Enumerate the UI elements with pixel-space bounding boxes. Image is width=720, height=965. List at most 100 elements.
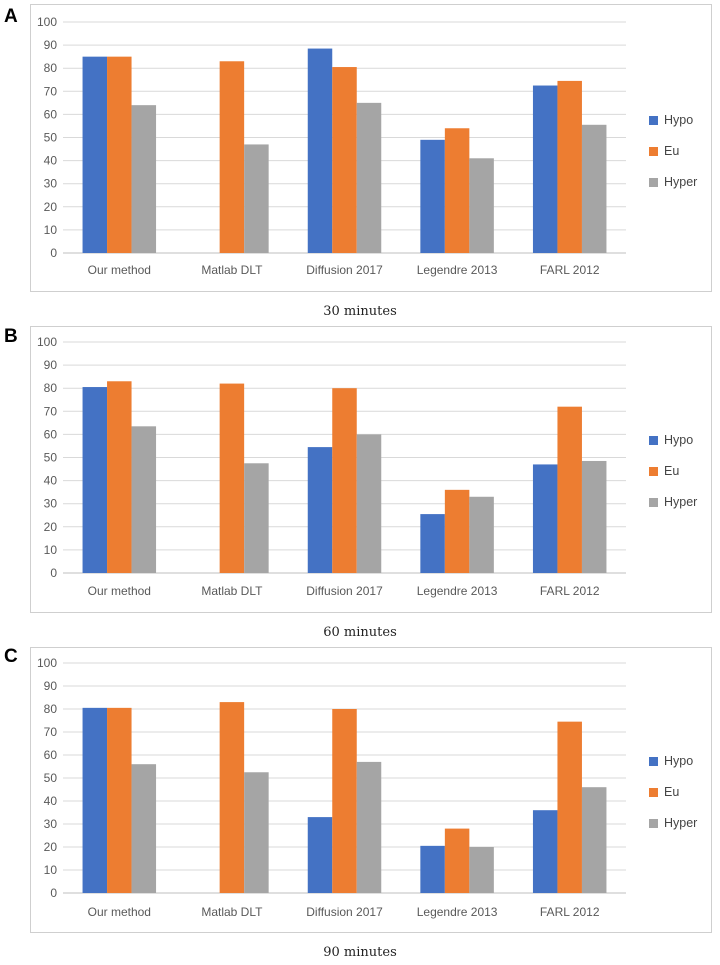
legend-item-hyper: Hyper bbox=[649, 813, 697, 833]
bar-eu bbox=[557, 721, 582, 893]
x-category-label: Diffusion 2017 bbox=[306, 263, 383, 277]
bar-hypo bbox=[307, 817, 333, 893]
x-category-label: Diffusion 2017 bbox=[306, 584, 383, 598]
legend-label: Hyper bbox=[664, 495, 698, 509]
x-category-label: FARL 2012 bbox=[540, 263, 600, 277]
x-category-label: FARL 2012 bbox=[540, 905, 600, 919]
y-tick-label: 90 bbox=[44, 38, 58, 52]
bar-hyper bbox=[469, 158, 494, 253]
y-tick-label: 80 bbox=[44, 381, 58, 395]
bar-hypo bbox=[532, 85, 558, 254]
bar-hypo bbox=[82, 387, 108, 573]
bar-eu bbox=[332, 709, 357, 893]
y-tick-label: 40 bbox=[44, 474, 58, 488]
bar-eu bbox=[444, 489, 470, 573]
chart-caption: 90 minutes bbox=[323, 945, 397, 960]
bar-eu bbox=[219, 61, 245, 253]
bar-hypo bbox=[420, 845, 445, 893]
legend-label: Hyper bbox=[664, 816, 698, 830]
bar-hyper bbox=[244, 772, 269, 893]
x-category-label: Our method bbox=[88, 584, 151, 598]
legend-item-hypo: Hypo bbox=[649, 110, 697, 130]
y-tick-label: 40 bbox=[44, 154, 58, 168]
y-tick-label: 60 bbox=[44, 427, 58, 441]
y-tick-label: 100 bbox=[37, 335, 57, 349]
bar-chart-90-minutes: 0 10 20 30 40 50 60 70 80 90 100 Our method Matlab D… bbox=[37, 656, 626, 919]
y-tick-label: 70 bbox=[44, 404, 58, 418]
y-tick-label: 60 bbox=[44, 107, 58, 121]
bar-hyper bbox=[581, 124, 607, 253]
y-tick-label: 10 bbox=[44, 863, 58, 877]
bar-hypo bbox=[82, 56, 108, 254]
bar-hypo bbox=[307, 48, 333, 253]
x-category-label: Our method bbox=[88, 905, 151, 919]
y-tick-label: 0 bbox=[50, 246, 57, 260]
bar-hypo bbox=[82, 707, 108, 893]
bar-eu bbox=[107, 56, 132, 254]
chart-frame: 0 10 20 30 40 50 60 70 80 90 100 Our method Matlab D… bbox=[30, 647, 712, 933]
x-category-label: Legendre 2013 bbox=[417, 584, 498, 598]
legend-label: Hypo bbox=[664, 754, 694, 768]
legend-item-eu: Eu bbox=[649, 461, 697, 481]
bar-eu bbox=[219, 702, 245, 893]
panel-letter: A bbox=[4, 6, 18, 27]
bar-eu bbox=[107, 707, 132, 893]
y-tick-label: 20 bbox=[44, 200, 58, 214]
legend-swatch-hypo bbox=[649, 435, 658, 445]
bar-hyper bbox=[581, 460, 607, 573]
chart-frame: 0 10 20 30 40 50 60 70 80 90 100 Our method Matlab D… bbox=[30, 4, 712, 292]
y-tick-label: 40 bbox=[44, 794, 58, 808]
bar-eu bbox=[444, 128, 470, 253]
legend-label: Eu bbox=[664, 464, 680, 478]
legend-item-hyper: Hyper bbox=[649, 172, 697, 192]
y-tick-label: 0 bbox=[50, 886, 57, 900]
panel-letter: B bbox=[4, 326, 18, 347]
bar-eu bbox=[444, 828, 470, 893]
bar-hypo bbox=[532, 810, 558, 893]
x-category-label: Legendre 2013 bbox=[417, 263, 498, 277]
legend-swatch-hyper bbox=[649, 497, 658, 507]
y-tick-label: 70 bbox=[44, 84, 58, 98]
legend-item-eu: Eu bbox=[649, 782, 697, 802]
legend: Hypo Eu Hyper bbox=[649, 430, 697, 523]
bar-hyper bbox=[356, 761, 382, 893]
y-tick-label: 10 bbox=[44, 223, 58, 237]
x-category-label: Matlab DLT bbox=[201, 905, 263, 919]
y-tick-label: 30 bbox=[44, 817, 58, 831]
legend-swatch-hyper bbox=[649, 177, 658, 187]
legend-label: Eu bbox=[664, 144, 680, 158]
y-tick-label: 30 bbox=[44, 177, 58, 191]
legend-swatch-hypo bbox=[649, 115, 658, 125]
x-category-label: Matlab DLT bbox=[201, 584, 263, 598]
bar-chart-60-minutes: 0 10 20 30 40 50 60 70 80 90 100 Our method Matlab D… bbox=[37, 335, 626, 598]
y-tick-label: 10 bbox=[44, 543, 58, 557]
legend-swatch-eu bbox=[649, 466, 658, 476]
bar-hypo bbox=[420, 514, 445, 573]
legend-item-eu: Eu bbox=[649, 141, 697, 161]
x-category-label: Matlab DLT bbox=[201, 263, 263, 277]
bar-eu bbox=[219, 383, 245, 573]
bar-hyper bbox=[356, 102, 382, 253]
y-tick-label: 70 bbox=[44, 725, 58, 739]
legend: Hypo Eu Hyper bbox=[649, 751, 697, 844]
bar-hyper bbox=[581, 787, 607, 893]
bar-eu bbox=[557, 80, 582, 253]
bar-hypo bbox=[307, 447, 333, 573]
legend-label: Hypo bbox=[664, 113, 694, 127]
bar-eu bbox=[557, 406, 582, 573]
bar-hyper bbox=[131, 105, 157, 253]
y-tick-label: 30 bbox=[44, 497, 58, 511]
y-tick-label: 80 bbox=[44, 702, 58, 716]
legend-label: Hypo bbox=[664, 433, 694, 447]
y-tick-label: 20 bbox=[44, 520, 58, 534]
legend-label: Eu bbox=[664, 785, 680, 799]
legend-item-hyper: Hyper bbox=[649, 492, 697, 512]
bar-hyper bbox=[469, 847, 494, 893]
x-category-label: Diffusion 2017 bbox=[306, 905, 383, 919]
legend-item-hypo: Hypo bbox=[649, 430, 697, 450]
legend: Hypo Eu Hyper bbox=[649, 110, 697, 203]
bar-hyper bbox=[244, 463, 269, 573]
legend-swatch-hyper bbox=[649, 818, 658, 828]
bar-hypo bbox=[532, 464, 558, 573]
legend-swatch-eu bbox=[649, 787, 658, 797]
